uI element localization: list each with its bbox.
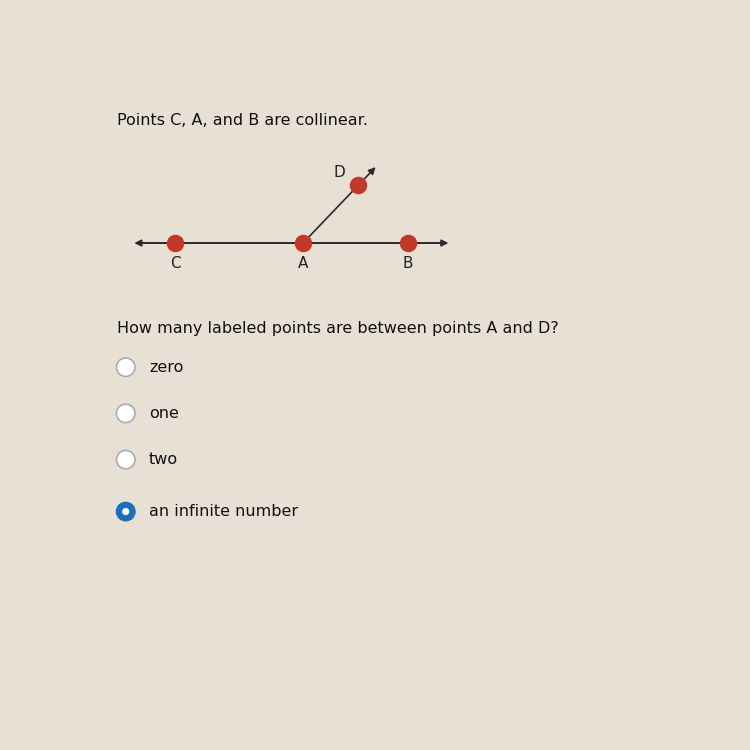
Text: A: A [298, 256, 308, 271]
Circle shape [116, 503, 135, 520]
Text: C: C [170, 256, 181, 271]
Text: B: B [402, 256, 412, 271]
Text: an infinite number: an infinite number [149, 504, 298, 519]
Point [402, 237, 414, 249]
Point [352, 179, 364, 191]
Circle shape [116, 404, 135, 423]
Text: How many labeled points are between points A and D?: How many labeled points are between poin… [117, 321, 559, 336]
Text: one: one [149, 406, 178, 421]
Circle shape [116, 358, 135, 376]
Point [297, 237, 309, 249]
Text: two: two [149, 452, 178, 467]
Circle shape [116, 450, 135, 469]
Point [169, 237, 182, 249]
Text: D: D [334, 164, 346, 179]
Circle shape [123, 509, 129, 515]
Text: zero: zero [149, 360, 183, 375]
Text: Points C, A, and B are collinear.: Points C, A, and B are collinear. [117, 113, 368, 128]
